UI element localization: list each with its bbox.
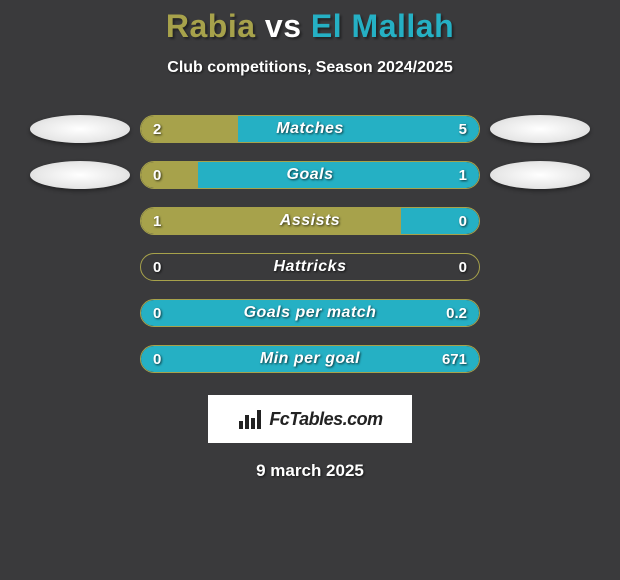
stat-bar: 00Hattricks bbox=[140, 253, 480, 281]
stat-row: 01Goals bbox=[0, 161, 620, 189]
left-badge-slot bbox=[20, 115, 140, 143]
stat-row: 10Assists bbox=[0, 207, 620, 235]
stat-label: Min per goal bbox=[141, 346, 479, 372]
stat-label: Assists bbox=[141, 208, 479, 234]
date-text: 9 march 2025 bbox=[0, 461, 620, 481]
brand-logo: FcTables.com bbox=[208, 395, 412, 443]
right-badge-slot bbox=[480, 115, 600, 143]
right-badge-slot bbox=[480, 299, 600, 327]
vs-text: vs bbox=[265, 8, 302, 44]
stat-label: Goals bbox=[141, 162, 479, 188]
right-badge-slot bbox=[480, 161, 600, 189]
comparison-title: Rabia vs El Mallah bbox=[0, 0, 620, 45]
right-badge-slot bbox=[480, 253, 600, 281]
left-badge-slot bbox=[20, 207, 140, 235]
stat-row: 00Hattricks bbox=[0, 253, 620, 281]
left-badge-slot bbox=[20, 299, 140, 327]
right-badge-slot bbox=[480, 345, 600, 373]
stat-label: Goals per match bbox=[141, 300, 479, 326]
stat-label: Hattricks bbox=[141, 254, 479, 280]
left-badge-slot bbox=[20, 345, 140, 373]
stats-area: 25Matches 01Goals 10Assists 00Hattricks 00.2… bbox=[0, 115, 620, 373]
player2-name: El Mallah bbox=[311, 8, 454, 44]
stat-row: 0671Min per goal bbox=[0, 345, 620, 373]
stat-row: 00.2Goals per match bbox=[0, 299, 620, 327]
stat-bar: 25Matches bbox=[140, 115, 480, 143]
stat-bar: 01Goals bbox=[140, 161, 480, 189]
right-badge bbox=[490, 115, 590, 143]
left-badge-slot bbox=[20, 253, 140, 281]
right-badge-slot bbox=[480, 207, 600, 235]
left-badge bbox=[30, 161, 130, 189]
right-badge bbox=[490, 161, 590, 189]
stat-label: Matches bbox=[141, 116, 479, 142]
bars-icon bbox=[237, 407, 265, 431]
stat-bar: 00.2Goals per match bbox=[140, 299, 480, 327]
player1-name: Rabia bbox=[166, 8, 256, 44]
stat-row: 25Matches bbox=[0, 115, 620, 143]
stat-bar: 10Assists bbox=[140, 207, 480, 235]
stat-bar: 0671Min per goal bbox=[140, 345, 480, 373]
subtitle: Club competitions, Season 2024/2025 bbox=[0, 59, 620, 77]
left-badge bbox=[30, 115, 130, 143]
left-badge-slot bbox=[20, 161, 140, 189]
brand-text: FcTables.com bbox=[269, 409, 382, 430]
